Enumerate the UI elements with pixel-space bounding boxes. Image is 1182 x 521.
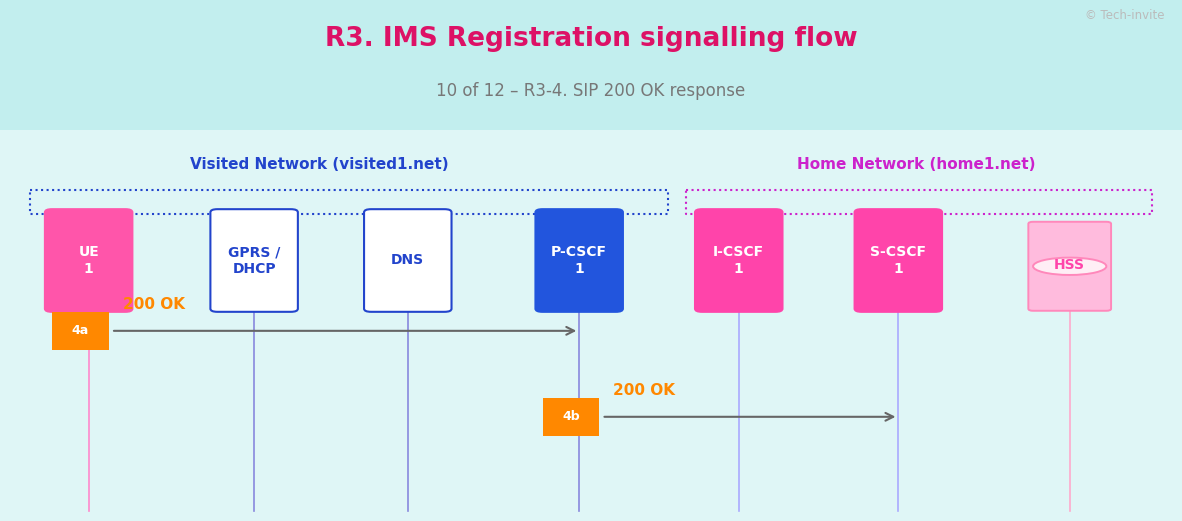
Text: 200 OK: 200 OK bbox=[123, 297, 184, 312]
Text: I-CSCF
1: I-CSCF 1 bbox=[713, 245, 765, 276]
Text: UE
1: UE 1 bbox=[78, 245, 99, 276]
Ellipse shape bbox=[1033, 257, 1106, 275]
FancyBboxPatch shape bbox=[535, 209, 623, 312]
Text: Home Network (home1.net): Home Network (home1.net) bbox=[797, 157, 1035, 171]
FancyBboxPatch shape bbox=[45, 209, 132, 312]
Text: Visited Network (visited1.net): Visited Network (visited1.net) bbox=[190, 157, 448, 171]
Text: 10 of 12 – R3-4. SIP 200 OK response: 10 of 12 – R3-4. SIP 200 OK response bbox=[436, 82, 746, 100]
Text: 200 OK: 200 OK bbox=[613, 383, 675, 398]
Text: 4b: 4b bbox=[563, 411, 579, 423]
Text: DNS: DNS bbox=[391, 254, 424, 267]
Text: GPRS /
DHCP: GPRS / DHCP bbox=[228, 245, 280, 276]
FancyBboxPatch shape bbox=[1028, 222, 1111, 311]
FancyBboxPatch shape bbox=[695, 209, 782, 312]
Text: R3. IMS Registration signalling flow: R3. IMS Registration signalling flow bbox=[325, 26, 857, 52]
FancyBboxPatch shape bbox=[210, 209, 298, 312]
FancyBboxPatch shape bbox=[543, 398, 599, 436]
Text: P-CSCF
1: P-CSCF 1 bbox=[551, 245, 608, 276]
Text: HSS: HSS bbox=[1054, 258, 1085, 272]
Text: © Tech-invite: © Tech-invite bbox=[1085, 9, 1164, 22]
Text: 4a: 4a bbox=[72, 325, 89, 337]
FancyBboxPatch shape bbox=[0, 0, 1182, 130]
FancyBboxPatch shape bbox=[855, 209, 942, 312]
Text: S-CSCF
1: S-CSCF 1 bbox=[870, 245, 927, 276]
FancyBboxPatch shape bbox=[364, 209, 452, 312]
FancyBboxPatch shape bbox=[52, 312, 109, 350]
